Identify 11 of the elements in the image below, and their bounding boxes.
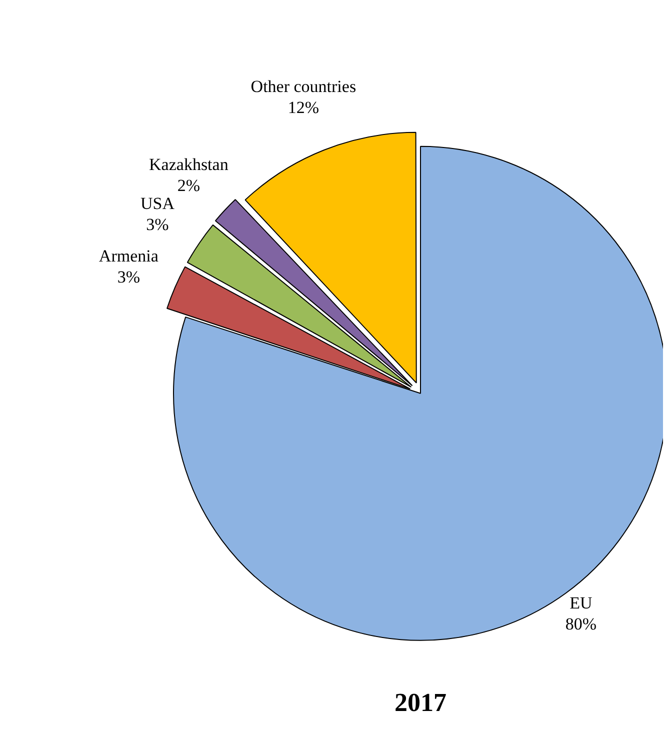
data-label: 2% — [177, 176, 200, 196]
slice-label: Kazakhstan — [149, 155, 229, 174]
slice-label: Other countries — [250, 77, 356, 96]
data-label: 12% — [288, 98, 320, 118]
slice-label: Armenia — [98, 246, 159, 266]
data-label: 80% — [565, 614, 597, 634]
slice-label: EU — [570, 594, 592, 613]
text: 2017 — [394, 688, 446, 718]
data-label: 3% — [146, 215, 169, 234]
data-label: 3% — [117, 268, 140, 287]
slice-label: USA — [140, 194, 176, 214]
